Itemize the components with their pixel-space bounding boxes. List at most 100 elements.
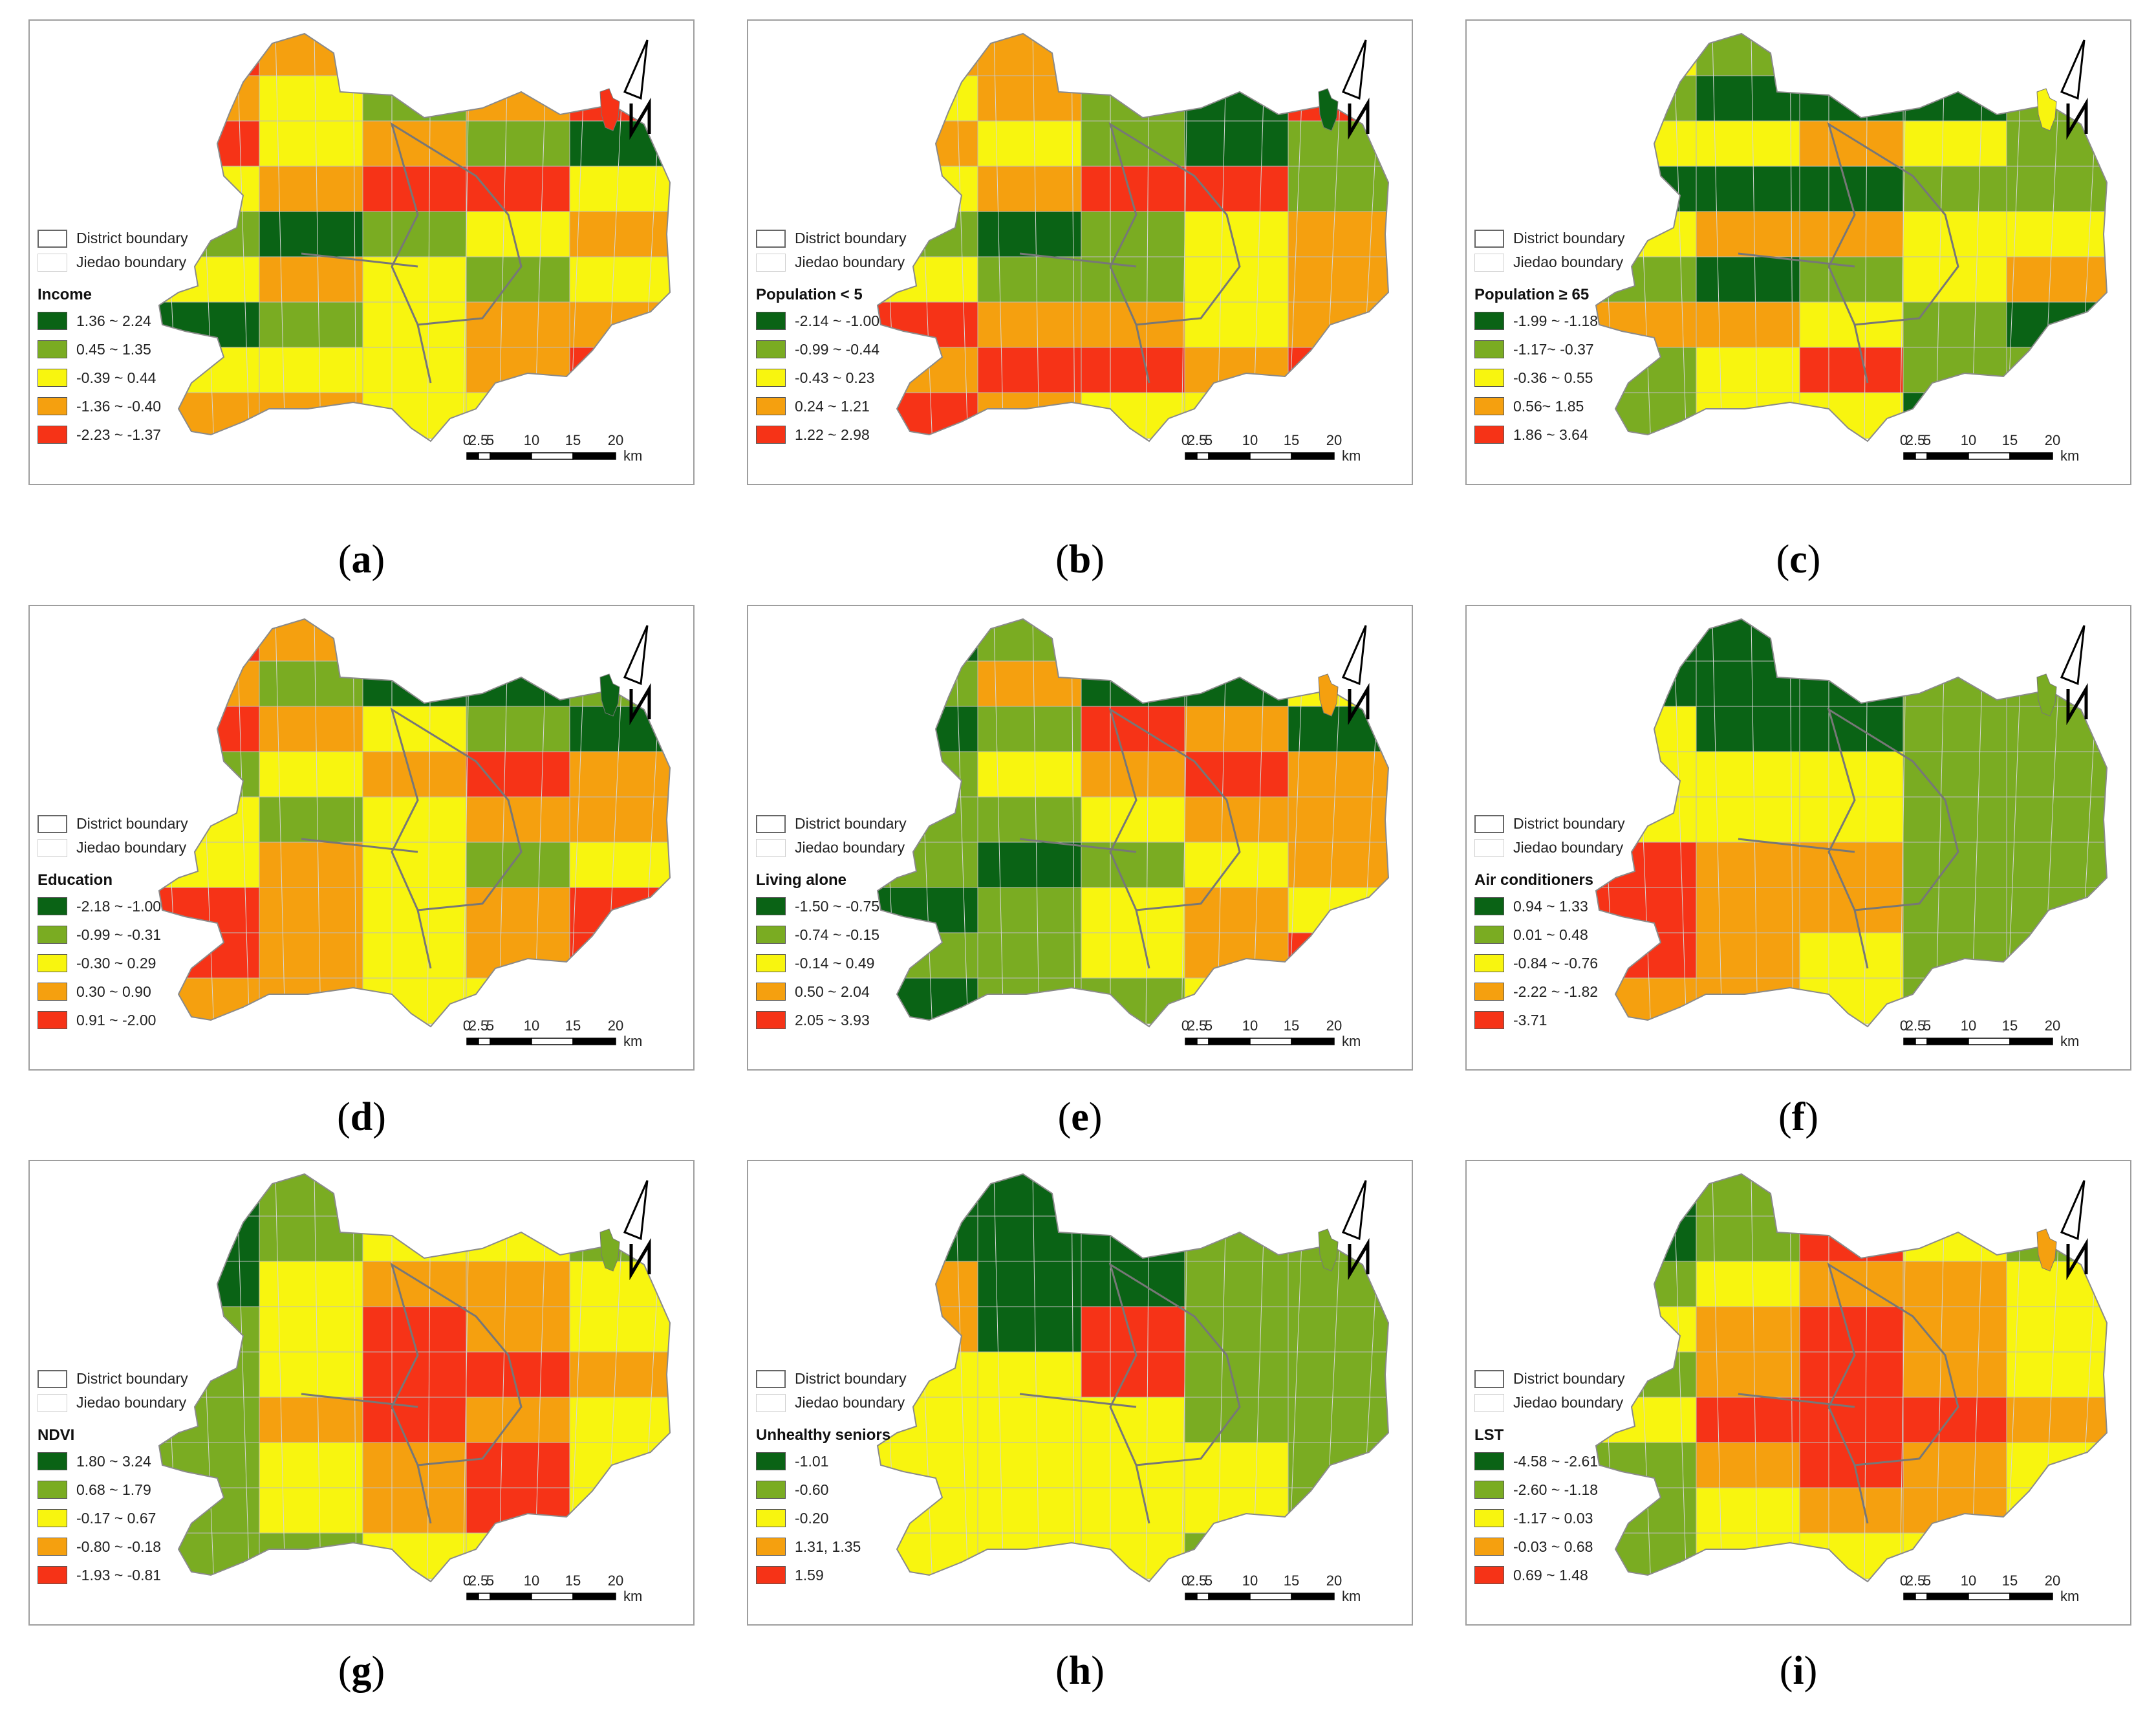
jiedao-region	[259, 75, 364, 122]
choropleth-map	[876, 1173, 1390, 1583]
jiedao-region	[1288, 796, 1388, 844]
class-swatch	[1474, 1452, 1504, 1470]
district-swatch	[38, 1369, 67, 1388]
jiedao-region	[1184, 1215, 1289, 1263]
jiedao-region	[1184, 751, 1289, 798]
jiedao-region	[1184, 796, 1289, 844]
jiedao-region	[259, 619, 364, 662]
legend-class-1: 0.94 ~ 1.33	[1474, 892, 1625, 920]
jiedao-region	[977, 660, 1083, 708]
class-swatch	[756, 1452, 786, 1470]
scale-unit-label: km	[623, 1033, 642, 1049]
legend-district-row: District boundary	[1474, 1367, 1625, 1391]
jiedao-region	[1288, 660, 1388, 708]
legend-class-1: -2.14 ~ -1.00	[756, 307, 907, 335]
class-range-label: -0.14 ~ 0.49	[795, 954, 875, 972]
jiedao-region	[878, 34, 979, 77]
scale-tick-label: 5	[1205, 1018, 1213, 1034]
jiedao-region	[1696, 301, 1801, 349]
jiedao-region	[1799, 977, 1904, 1025]
scale-tick-label: 2.5	[1906, 1018, 1926, 1034]
jiedao-region	[977, 619, 1083, 662]
jiedao-region	[159, 1215, 261, 1263]
jiedao-region	[2006, 1487, 2107, 1534]
jiedao-region	[977, 842, 1083, 889]
jiedao-region	[1596, 660, 1698, 708]
legend-jiedao-row: Jiedao boundary	[38, 836, 188, 860]
choropleth-map	[158, 1173, 671, 1583]
jiedao-region	[466, 347, 571, 394]
map-legend: District boundary Jiedao boundary NDVI 1.80…	[38, 1367, 188, 1589]
jiedao-region	[362, 1442, 468, 1489]
class-swatch	[756, 1011, 786, 1029]
jiedao-region	[159, 1306, 261, 1353]
jiedao-region	[1596, 751, 1698, 798]
city-outline	[158, 1173, 671, 1583]
jiedao-region	[569, 1261, 670, 1308]
jiedao-region	[878, 706, 979, 753]
legend-class-1: -1.50 ~ -0.75	[756, 892, 907, 920]
legend-class-4: -2.22 ~ -1.82	[1474, 977, 1625, 1006]
jiedao-region	[259, 977, 364, 1025]
jiedao-region	[569, 34, 670, 77]
scale-tick-label: 20	[608, 432, 623, 448]
panel-caption: (g)	[338, 1649, 385, 1693]
jiedao-region	[569, 1442, 670, 1489]
class-swatch	[756, 926, 786, 944]
jiedao-region	[466, 1397, 571, 1444]
jiedao-region	[1799, 347, 1904, 394]
scale-tick-label: 10	[1242, 1018, 1258, 1034]
jiedao-region	[569, 1306, 670, 1353]
jiedao-region	[466, 660, 571, 708]
class-range-label: -2.22 ~ -1.82	[1513, 983, 1599, 1000]
class-range-label: -1.17 ~ 0.03	[1513, 1509, 1593, 1527]
legend-class-1: -4.58 ~ -2.61	[1474, 1447, 1625, 1475]
caption-letter: e	[1071, 1095, 1089, 1139]
inset-locator-map	[1318, 1228, 1339, 1272]
legend-class-5: 1.86 ~ 3.64	[1474, 420, 1625, 449]
class-range-label: -0.03 ~ 0.68	[1513, 1538, 1593, 1555]
jiedao-region	[1596, 706, 1698, 753]
jiedao-region	[2006, 619, 2107, 662]
jiedao-region	[878, 660, 979, 708]
class-range-label: -0.43 ~ 0.23	[795, 369, 875, 386]
class-range-label: 0.45 ~ 1.35	[76, 340, 151, 358]
jiedao-region	[878, 166, 979, 213]
class-range-label: 0.69 ~ 1.48	[1513, 1566, 1588, 1584]
jiedao-region	[362, 842, 468, 889]
map-legend: District boundary Jiedao boundary Income 1.…	[38, 226, 188, 449]
jiedao-region	[1799, 392, 1904, 439]
class-range-label: 0.24 ~ 1.21	[795, 397, 870, 415]
jiedao-region	[1799, 1174, 1904, 1217]
class-swatch	[38, 1481, 67, 1499]
jiedao-region	[1184, 1487, 1289, 1534]
city-outline	[158, 32, 671, 442]
north-arrow-icon	[623, 625, 651, 726]
class-range-label: 2.05 ~ 3.93	[795, 1011, 870, 1029]
class-swatch	[1474, 897, 1504, 915]
jiedao-region	[1081, 1174, 1186, 1217]
jiedao-region	[1288, 1442, 1388, 1489]
jiedao-region	[1596, 166, 1698, 213]
class-range-label: -2.60 ~ -1.18	[1513, 1481, 1599, 1498]
jiedao-region	[1903, 932, 2008, 979]
legend-district-row: District boundary	[38, 812, 188, 836]
jiedao-region	[1799, 256, 1904, 303]
jiedao-region	[1081, 347, 1186, 394]
class-swatch	[1474, 1011, 1504, 1029]
district-boundary-lines	[1738, 1262, 1959, 1524]
jiedao-region	[259, 751, 364, 798]
district-swatch	[1474, 1369, 1504, 1388]
legend-class-1: -1.99 ~ -1.18	[1474, 307, 1625, 335]
jiedao-region	[1799, 932, 1904, 979]
jiedao-region	[1799, 842, 1904, 889]
scale-tick-label: 20	[2045, 432, 2060, 448]
legend-title: Air conditioners	[1474, 871, 1594, 889]
jiedao-region	[977, 301, 1083, 349]
jiedao-region	[466, 932, 571, 979]
jiedao-region	[1184, 1351, 1289, 1399]
jiedao-region	[159, 751, 261, 798]
